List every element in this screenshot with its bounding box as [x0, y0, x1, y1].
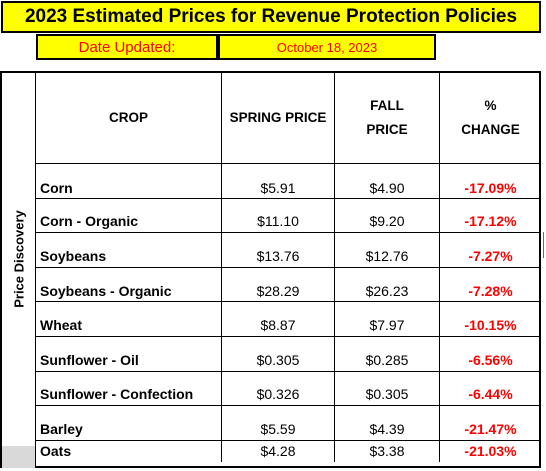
spring-price-cell: $13.76 [221, 233, 334, 267]
header-fall-line1: FALL [370, 98, 404, 113]
date-updated-value: October 18, 2023 [218, 34, 436, 60]
table-row: Corn - Organic $11.10 $9.20 -17.12% [36, 197, 541, 233]
fall-price-cell: $0.285 [334, 336, 439, 371]
spring-price-cell: $5.59 [221, 406, 334, 440]
fall-price-cell: $7.97 [334, 302, 439, 336]
cell-selection-edge [543, 232, 546, 258]
percent-change-cell: -10.15% [439, 302, 541, 336]
table-row: Oats $4.28 $3.38 -21.03% [36, 439, 541, 462]
percent-change-cell: -21.47% [439, 406, 541, 440]
crop-cell: Corn [40, 179, 73, 196]
spring-price-cell: $0.326 [221, 371, 334, 406]
date-updated-label: Date Updated: [36, 34, 218, 60]
table-body: Corn $5.91 $4.90 -17.09% Corn - Organic … [36, 163, 541, 462]
crop-cell: Sunflower - Oil [40, 351, 139, 368]
header-fall-line2: PRICE [366, 122, 408, 137]
table-row: Corn $5.91 $4.90 -17.09% [36, 163, 541, 198]
percent-change-cell: -21.03% [439, 440, 541, 462]
spring-price-cell: $28.29 [221, 267, 334, 302]
header-change-line1: % [484, 98, 497, 113]
table-row: Wheat $8.87 $7.97 -10.15% [36, 301, 541, 336]
price-discovery-label: Price Discovery [11, 210, 27, 308]
percent-change-cell: -7.28% [439, 267, 541, 302]
crop-cell: Corn - Organic [40, 213, 139, 230]
header-spring-text: SPRING PRICE [229, 110, 327, 125]
header-fall-price: FALL PRICE [334, 73, 439, 163]
percent-change-cell: -17.09% [439, 164, 541, 198]
table-row: Barley $5.59 $4.39 -21.47% [36, 405, 541, 440]
table-row: Sunflower - Confection $0.326 $0.305 -6.… [36, 370, 541, 406]
header-crop-text: CROP [108, 110, 148, 125]
fall-price-cell: $26.23 [334, 267, 439, 302]
spring-price-cell: $11.10 [221, 198, 334, 233]
crop-cell: Barley [40, 420, 83, 437]
header-spring-price: SPRING PRICE [221, 73, 334, 163]
table-row: Soybeans - Organic $28.29 $26.23 -7.28% [36, 266, 541, 302]
crop-cell: Soybeans - Organic [40, 282, 172, 299]
fall-price-cell: $3.38 [334, 440, 439, 462]
table-row: Soybeans $13.76 $12.76 -7.27% [36, 232, 541, 267]
percent-change-cell: -6.56% [439, 336, 541, 371]
sidebar-grey-cell [2, 446, 36, 468]
price-discovery-sidebar: Price Discovery [2, 73, 36, 446]
spring-price-cell: $5.91 [221, 164, 334, 198]
price-table: Price Discovery CROP SPRING PRICE FALL P… [0, 71, 541, 468]
spring-price-cell: $4.28 [221, 440, 334, 462]
sheet-title: 2023 Estimated Prices for Revenue Protec… [1, 1, 541, 33]
header-crop: CROP [36, 73, 221, 163]
crop-cell: Wheat [40, 317, 82, 334]
crop-cell: Soybeans [40, 247, 107, 264]
fall-price-cell: $0.305 [334, 371, 439, 406]
percent-change-cell: -7.27% [439, 233, 541, 267]
crop-cell: Sunflower - Confection [40, 386, 194, 403]
fall-price-cell: $9.20 [334, 198, 439, 233]
header-percent-change: % CHANGE [439, 73, 541, 163]
crop-cell: Oats [40, 443, 72, 460]
spring-price-cell: $8.87 [221, 302, 334, 336]
fall-price-cell: $4.90 [334, 164, 439, 198]
fall-price-cell: $4.39 [334, 406, 439, 440]
spring-price-cell: $0.305 [221, 336, 334, 371]
table-row: Sunflower - Oil $0.305 $0.285 -6.56% [36, 335, 541, 371]
percent-change-cell: -6.44% [439, 371, 541, 406]
percent-change-cell: -17.12% [439, 198, 541, 233]
fall-price-cell: $12.76 [334, 233, 439, 267]
header-change-line2: CHANGE [461, 122, 520, 137]
